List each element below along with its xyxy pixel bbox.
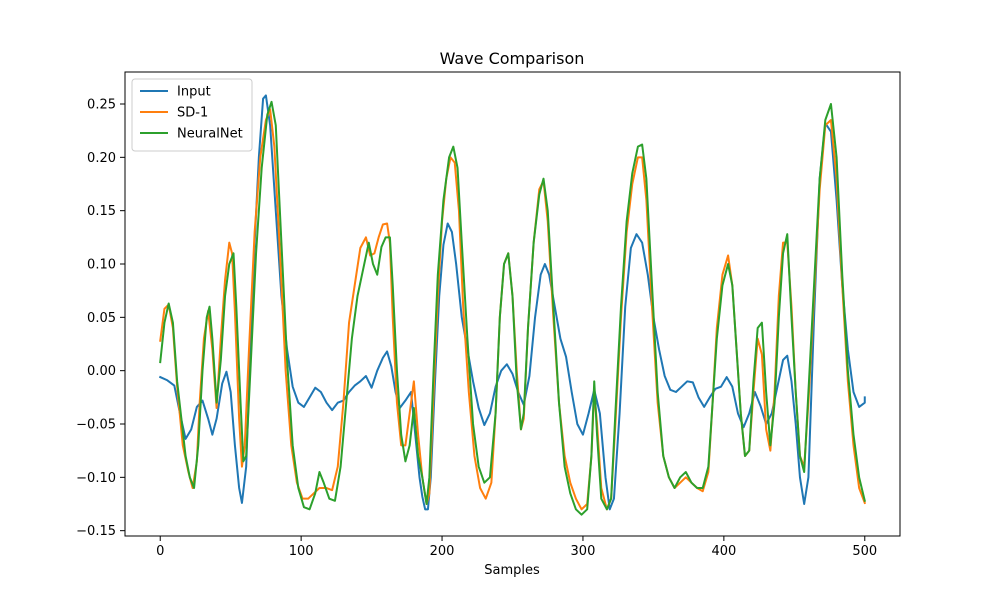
x-tick-label: 200 [430, 544, 455, 559]
x-tick-label: 0 [156, 544, 164, 559]
y-tick-label: 0.05 [87, 311, 116, 326]
y-tick-label: −0.05 [76, 418, 116, 433]
y-tick-label: 0.25 [87, 98, 116, 113]
x-tick-label: 100 [289, 544, 314, 559]
plot-frame [124, 71, 901, 537]
plot-lines [158, 94, 867, 516]
series-line-input [158, 94, 866, 511]
x-tick-label: 400 [711, 544, 736, 559]
x-tick-label: 300 [571, 544, 596, 559]
legend-label: Input [177, 85, 211, 100]
legend-label: NeuralNet [177, 127, 243, 142]
y-tick-label: 0.10 [87, 258, 116, 273]
chart-title: Wave Comparison [440, 49, 585, 68]
legend-label: SD-1 [177, 106, 208, 121]
series-line-neuralnet [159, 100, 866, 516]
y-axis: −0.15 −0.10 −0.05 0.00 0.05 0.10 0.15 0.20 0.25 [76, 98, 125, 539]
y-tick-label: −0.10 [76, 471, 116, 486]
y-tick-label: 0.15 [87, 204, 116, 219]
legend: Input SD-1 NeuralNet [131, 78, 253, 152]
y-tick-label: 0.20 [87, 151, 116, 166]
x-tick-label: 500 [852, 544, 877, 559]
x-axis: 0 100 200 300 400 500 [156, 536, 877, 559]
y-tick-label: −0.15 [76, 524, 116, 539]
x-axis-label: Samples [484, 563, 540, 578]
y-tick-label: 0.00 [87, 364, 116, 379]
